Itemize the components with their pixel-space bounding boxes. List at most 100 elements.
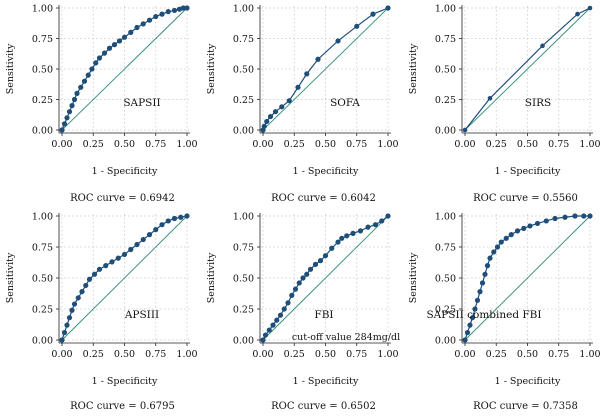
roc-point <box>134 24 140 31</box>
roc-point <box>464 329 471 336</box>
roc-auc-text: ROC curve = 0.6795 <box>70 401 175 412</box>
roc-point <box>300 275 306 281</box>
roc-point <box>527 223 533 229</box>
roc-point <box>81 78 88 84</box>
roc-point <box>261 123 267 129</box>
roc-panel-sirs: 0.00 0.25 0.50 0.75 1.00 0.00 0.25 0.50 0.75 1.00… <box>408 3 600 204</box>
roc-point <box>575 11 580 17</box>
roc-point <box>350 230 356 236</box>
roc-point <box>83 282 89 289</box>
roc-point <box>121 251 128 258</box>
roc-point <box>379 218 385 224</box>
roc-point <box>111 42 118 48</box>
roc-point <box>116 38 123 44</box>
y-tick-label: 0.25 <box>32 95 53 106</box>
roc-point <box>69 307 75 313</box>
y-tick-label: 1.00 <box>32 211 53 222</box>
y-tick-label: 0.00 <box>32 335 53 346</box>
reference-diagonal <box>61 7 188 131</box>
roc-point <box>385 5 391 11</box>
x-tick-label: 0.25 <box>486 349 507 360</box>
roc-point <box>494 244 501 250</box>
reference-diagonal <box>464 7 591 131</box>
x-tick-label: 0.50 <box>517 139 538 150</box>
roc-point <box>365 224 371 230</box>
x-tick-label: 0.75 <box>346 139 367 150</box>
roc-point <box>71 301 78 307</box>
panel-label: SAPSII combined FBI <box>426 309 541 321</box>
panel-label: SOFA <box>330 97 360 109</box>
roc-point <box>267 113 274 120</box>
y-tick-label: 0.25 <box>233 95 254 106</box>
roc-point <box>462 337 468 343</box>
roc-point <box>540 43 545 49</box>
roc-point <box>140 236 146 243</box>
roc-point <box>296 280 302 286</box>
x-tick-label: 0.25 <box>284 349 305 360</box>
roc-point <box>69 103 75 109</box>
y-tick-label: 0.00 <box>233 125 254 136</box>
roc-point <box>482 271 488 277</box>
roc-point <box>165 9 171 15</box>
y-tick-label: 0.75 <box>32 34 53 45</box>
roc-point <box>262 332 269 338</box>
roc-point <box>587 5 593 11</box>
roc-point <box>184 213 190 219</box>
y-tick-label: 0.75 <box>233 242 254 253</box>
roc-point <box>121 34 128 40</box>
roc-point <box>304 271 310 277</box>
roc-point <box>165 218 171 224</box>
roc-point <box>508 232 514 238</box>
roc-point <box>171 7 178 14</box>
x-tick-label: 0.75 <box>145 139 166 150</box>
roc-point <box>91 271 98 277</box>
roc-point <box>153 227 159 233</box>
roc-point <box>503 235 509 241</box>
roc-point <box>109 259 115 265</box>
roc-auc-text: ROC curve = 0.6502 <box>271 401 376 412</box>
roc-point <box>562 214 568 220</box>
roc-point <box>312 261 319 267</box>
roc-point <box>479 280 486 286</box>
roc-point <box>66 109 73 115</box>
y-tick-label: 0.00 <box>32 125 53 136</box>
y-tick-label: 0.25 <box>32 304 53 315</box>
roc-point <box>106 45 113 51</box>
x-axis-title: 1 - Specificity <box>92 376 158 387</box>
x-tick-label: 0.00 <box>51 139 72 150</box>
roc-point <box>61 121 68 127</box>
roc-point <box>335 38 341 44</box>
y-tick-label: 0.50 <box>233 64 254 75</box>
x-axis-title: 1 - Specificity <box>293 166 359 177</box>
roc-point <box>270 322 276 328</box>
roc-point <box>534 220 541 227</box>
roc-point <box>128 246 134 253</box>
reference-diagonal <box>262 7 389 131</box>
roc-point <box>587 213 593 219</box>
roc-point <box>59 337 65 343</box>
panel-label: SIRS <box>525 97 551 109</box>
roc-point <box>472 306 478 312</box>
roc-point <box>289 292 295 298</box>
x-tick-label: 1.00 <box>176 139 197 150</box>
x-tick-label: 0.75 <box>548 139 569 150</box>
roc-point <box>178 214 184 220</box>
roc-auc-text: ROC curve = 0.6042 <box>271 193 376 204</box>
y-tick-label: 0.75 <box>435 242 456 253</box>
y-axis-title: Sensitivity <box>5 252 16 303</box>
y-tick-label: 1.00 <box>32 3 53 14</box>
roc-point <box>277 312 284 318</box>
roc-point <box>71 96 78 103</box>
reference-diagonal <box>61 215 188 341</box>
roc-point <box>180 5 186 11</box>
roc-point <box>266 327 272 333</box>
roc-point <box>64 322 70 328</box>
y-tick-label: 1.00 <box>233 211 254 222</box>
roc-point <box>487 95 493 101</box>
x-tick-label: 0.50 <box>114 349 135 360</box>
roc-point <box>146 17 153 23</box>
roc-auc-text: ROC curve = 0.5560 <box>473 193 578 204</box>
roc-panel-sofa: 0.00 0.25 0.50 0.75 1.00 0.00 0.25 0.50 0.75 1.00… <box>206 3 399 204</box>
x-tick-label: 0.50 <box>517 349 538 360</box>
